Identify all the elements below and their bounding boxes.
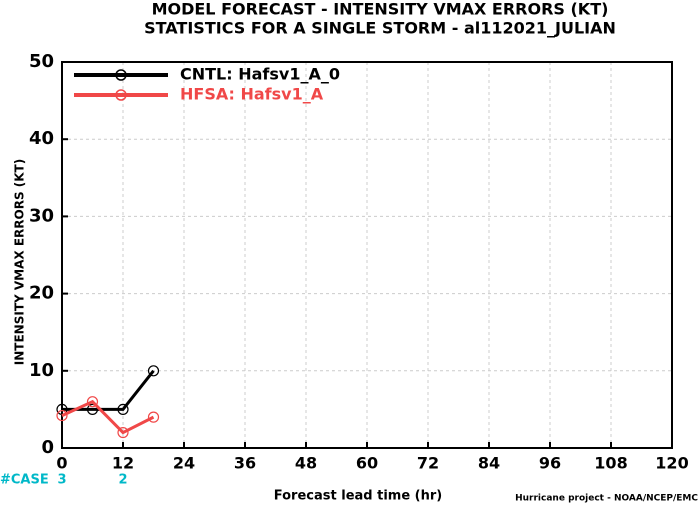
legend-label: HFSA: Hafsv1_A (180, 85, 324, 104)
legend-marker (115, 69, 127, 81)
marker (147, 365, 160, 377)
y-tick-label: 0 (41, 437, 54, 458)
case-count: 3 (57, 473, 66, 488)
chart-subtitle: STATISTICS FOR A SINGLE STORM - al112021… (144, 19, 616, 38)
case-label: #CASE (0, 473, 49, 488)
y-tick-label: 50 (29, 51, 54, 72)
y-tick-label: 20 (29, 283, 54, 304)
x-tick-label: 120 (655, 454, 688, 473)
x-axis-label: Forecast lead time (hr) (274, 489, 442, 504)
chart-title: MODEL FORECAST - INTENSITY VMAX ERRORS (… (152, 0, 609, 19)
x-tick-label: 24 (173, 454, 195, 473)
y-tick-label: 40 (29, 128, 54, 149)
y-axis-label: INTENSITY VMAX ERRORS (KT) (13, 159, 27, 365)
y-tick-label: 30 (29, 205, 54, 226)
series-line (61, 399, 155, 435)
footnote: Hurricane project - NOAA/NCEP/EMC (515, 494, 698, 504)
legend-label: CNTL: Hafsv1_A_0 (180, 65, 340, 84)
marker (117, 403, 129, 415)
x-tick-label: 0 (56, 454, 67, 473)
marker (56, 409, 68, 422)
case-count: 2 (118, 473, 127, 488)
plot-frame (61, 61, 673, 449)
marker (86, 403, 99, 415)
x-tick-label: 48 (295, 454, 317, 473)
y-tick-label: 10 (29, 360, 54, 381)
x-tick-label: 12 (112, 454, 134, 473)
marker (86, 396, 99, 408)
x-tick-label: 72 (417, 454, 439, 473)
x-tick-label: 96 (539, 454, 561, 473)
legend-marker (115, 89, 127, 101)
x-tick-label: 108 (594, 454, 627, 473)
x-tick-label: 60 (356, 454, 378, 473)
x-tick-label: 84 (478, 454, 500, 473)
marker (117, 426, 129, 439)
x-tick-label: 36 (234, 454, 256, 473)
marker (147, 411, 160, 423)
